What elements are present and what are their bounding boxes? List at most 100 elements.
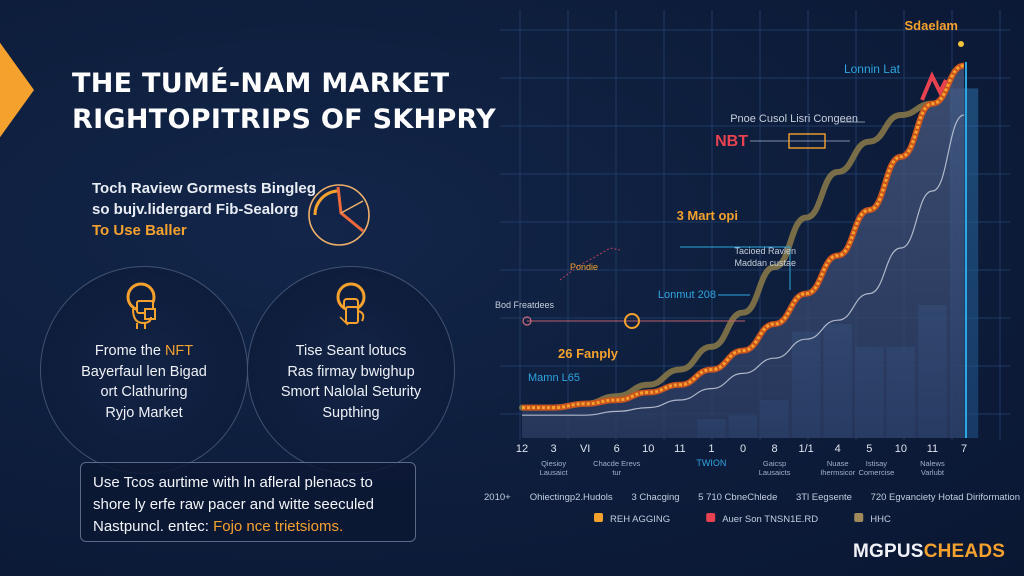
chart-legend: REH AGGING Auer Son TNSN1E.RD HHC [594,513,891,525]
category-label-line: Chacde Erevs [593,459,640,468]
category-label: Istisay Comercise [858,459,894,477]
x-tick-label: 5 [866,443,872,455]
intro-text: Toch Raview Gormests Bingleg so bujv.lid… [92,178,316,241]
footer-item: 5 710 CbneChlede [698,492,777,503]
x-tick-label: 10 [895,443,907,455]
nft-card-line-1: Frome the NFT [41,341,247,362]
title-line-2: RIGHTOPITRIPS OF SKHPRY [72,104,497,135]
x-tick-label: 12 [516,443,528,455]
chart-annotation: Sdaelam [905,18,958,33]
footer-item: 720 Egvanciety Hotad Diriformation [871,492,1020,503]
x-tick-label: 0 [740,443,746,455]
security-card-text: Tise Seant lotucs Ras firmay bwighup Smo… [248,341,454,423]
chart-annotation: Maddan custae [734,258,796,268]
category-label-line: Istisay [866,459,888,468]
x-tick-label: 1/1 [798,443,813,455]
brand-logo: MGPUSCHEADS [853,541,1005,563]
x-tick-label: 1 [708,443,714,455]
intro-line-1: Toch Raview Gormests Bingleg [92,180,316,197]
category-label-line: Lausaict [540,468,569,477]
security-lock-icon [336,282,366,326]
note-highlight: Fojo nce trietsioms. [213,518,344,535]
chart-annotation: Mamn L65 [528,372,580,384]
x-tick-label: 11 [927,443,938,455]
pie-chart-icon [308,184,370,246]
x-tick-label: 7 [961,443,967,455]
red-spike [920,71,948,101]
clock-icon [624,313,640,329]
brand-part-2: CHEADS [923,541,1006,562]
info-note-box: Use Tcos aurtime with ln afleral plenacs… [80,462,416,542]
category-label: Nalews Varlubt [920,459,945,477]
legend-label: REH AGGING [610,514,670,525]
category-label-line: Gaicsp [763,459,786,468]
category-label: TWION [696,458,726,468]
series-line-reference [521,114,965,416]
dotted-trend [559,247,621,281]
legend-label: HHC [870,514,891,525]
category-label-line: Lausaicts [759,468,791,477]
category-label-line: Nalews [920,459,945,468]
security-card-line-4: Supthing [322,404,380,421]
legend-swatch [594,513,603,522]
area-fill [522,65,964,438]
orange-arrow-decoration [0,40,34,140]
nft-wallet-icon [126,282,156,329]
nft-card-line-3: ort Clathuring [100,384,188,400]
x-tick-label: 4 [835,443,841,455]
category-label: Gaicsp Lausaicts [759,459,791,477]
nft-card-line-4: Ryjo Market [105,404,183,421]
security-card-line-1: Tise Seant lotucs [295,343,407,359]
chart-annotation: Pnoe Cusol Lisri Congeen [730,113,858,125]
x-tick-label: 6 [614,443,620,455]
category-label-line: Comercise [858,468,894,477]
note-line-3: Nastpuncl. entec: Fojo nce trietsioms. [93,516,403,538]
nft-card-line-1-plain: Frome the [94,343,165,359]
security-card-line-2: Ras firmay bwighup [287,363,415,380]
security-feature-card: Tise Seant lotucs Ras firmay bwighup Smo… [247,266,455,474]
x-tick-label: 8 [772,443,778,455]
page-title: THE TUMÉ-NAM MARKET RIGHTOPITRIPS OF SKH… [72,66,496,138]
note-line-1: Use Tcos aurtime with ln afleral plenacs… [93,474,373,491]
category-labels: Qiesioy Lausaict Chacde Erevs tur TWION Gaics… [540,458,945,477]
title-line-1: THE TUMÉ-NAM MARKET [72,68,450,99]
nft-chip-icon [788,133,826,149]
category-label-line: Varlubt [921,468,945,477]
category-label-line: tur [612,468,621,477]
category-label-line: TWION [696,458,726,468]
x-tick-label: 10 [642,443,654,455]
category-label-line: Nuase [827,459,849,468]
category-label: Chacde Erevs tur [593,459,640,477]
security-card-line-3: Smort Nalolal Seturity [280,384,422,400]
footer-item: 3Tl Eegsente [796,492,852,503]
intro-highlight: To Use Baller [92,222,187,239]
chart-decorations [522,121,865,329]
footer-item: 3 Chacging [631,492,679,503]
x-tick-label: VI [580,443,590,455]
x-tick-label: 11 [674,443,685,455]
chart-annotation: Bod Freatdees [495,300,555,310]
chart-annotation: Pondie [570,262,598,272]
footer-item: 2010+ [484,492,511,503]
x-tick-label: 3 [551,443,557,455]
legend-swatch [706,513,716,522]
note-line-3-plain: Nastpuncl. entec: [93,518,214,535]
chart-annotation: 26 Fanply [558,346,619,361]
category-label-line: Ihermsicor [820,468,856,477]
connector-dot [522,316,532,326]
category-label: Nuase Ihermsicor [820,459,856,477]
x-axis-ticks: 12 3 VI 6 10 11 1 0 8 1/1 4 5 10 11 7 [516,443,967,455]
chart-annotation: Lonnin Lat [844,62,901,76]
peak-marker-dot [958,41,964,47]
note-line-2: shore ly erfe raw pacer and witte seecul… [93,496,374,513]
legend-swatch [854,513,864,522]
chart-annotation: Tacioed Ravlen [734,246,796,256]
chart-annotation: 3 Mart opi [677,208,738,223]
chart-annotation: NBT [715,133,748,150]
category-label: Qiesioy Lausaict [540,459,569,477]
chart-annotations: Sdaelam Lonnin Lat Pnoe Cusol Lisri Congee… [495,18,958,384]
chart-area [522,65,964,438]
legend-label: Auer Son TNSN1E.RD [722,514,818,525]
nft-card-text: Frome the NFT Bayerfaul len Bigad ort Cl… [41,341,247,423]
series-line-orange [522,64,965,410]
